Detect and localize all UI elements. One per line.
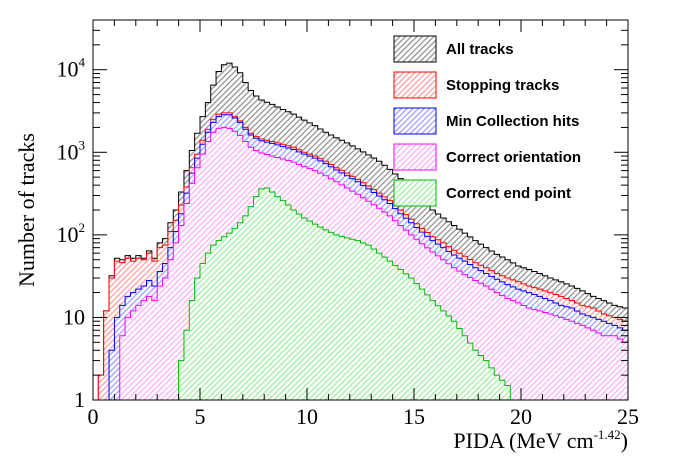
y-tick-label: 104 <box>57 55 86 82</box>
x-tick-label: 5 <box>195 404 206 429</box>
x-axis-title-close: ) <box>621 428 628 453</box>
legend-swatch <box>393 143 437 171</box>
x-axis-title-main: PIDA (MeV cm <box>453 428 593 453</box>
legend-item: Correct end point <box>393 179 571 207</box>
legend-item: Correct orientation <box>393 143 581 171</box>
x-tick-label: 10 <box>296 404 318 429</box>
legend-label: All tracks <box>446 41 514 58</box>
y-axis-title: Number of tracks <box>14 133 39 287</box>
legend-swatch <box>393 71 437 99</box>
legend-label: Correct end point <box>446 185 571 202</box>
legend-swatch <box>393 179 437 207</box>
x-tick-label: 15 <box>403 404 425 429</box>
x-axis-title: PIDA (MeV cm-1.42) <box>453 427 628 453</box>
y-tick-label: 10 <box>63 304 85 329</box>
legend: All tracks Stopping tracks Min Collection … <box>393 35 581 207</box>
y-tick-label: 102 <box>57 220 86 247</box>
x-tick-label: 20 <box>510 404 532 429</box>
x-tick-label: 25 <box>617 404 639 429</box>
series-correct-end-point <box>93 187 628 401</box>
y-tick-label: 1 <box>74 387 85 412</box>
series-layer <box>93 62 629 401</box>
legend-item: Min Collection hits <box>393 107 579 135</box>
legend-label: Correct orientation <box>446 149 581 166</box>
x-tick-label: 0 <box>88 404 99 429</box>
axis-ticks: 0 5 10 15 20 25 1 10 102 103 104 <box>57 19 639 429</box>
legend-swatch <box>393 35 437 63</box>
legend-item: All tracks <box>393 35 514 63</box>
legend-item: Stopping tracks <box>393 71 559 99</box>
x-axis-title-exponent: -1.42 <box>594 427 621 442</box>
legend-swatch <box>393 107 437 135</box>
y-tick-label: 103 <box>57 137 86 164</box>
legend-label: Stopping tracks <box>446 77 559 94</box>
legend-label: Min Collection hits <box>446 113 579 130</box>
